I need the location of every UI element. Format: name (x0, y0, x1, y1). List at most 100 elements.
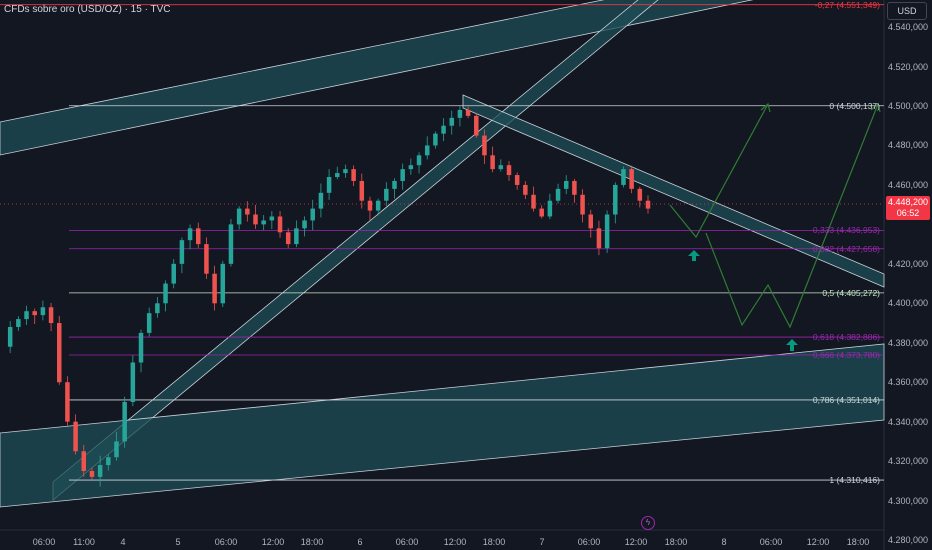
time-tick-label: 06:00 (759, 537, 783, 547)
bull-candle (563, 180, 569, 189)
projection-path-a[interactable] (669, 103, 769, 239)
price-tick-label: 4.520,000 (888, 61, 929, 72)
bull-candle (40, 307, 46, 316)
fib-level-label: 1 (4.310,416) (829, 475, 880, 486)
fib-level-label: 0,618 (4.382,886) (812, 332, 880, 343)
fib-level-label: 0,333 (4.436,953) (812, 225, 880, 236)
time-tick-label: 06:00 (395, 537, 419, 547)
bull-candle (220, 263, 226, 304)
time-tick-label: 06:00 (577, 537, 601, 547)
time-tick-label: 8 (721, 537, 727, 547)
bull-candle (555, 188, 561, 201)
bull-candle (424, 145, 430, 156)
bull-candle (122, 401, 127, 442)
current-price-tag: 4.448,200 06:52 (886, 196, 930, 220)
bull-candle (187, 228, 193, 241)
bear-candle (253, 214, 258, 225)
bull-candle (7, 326, 13, 347)
upper-channel[interactable] (0, 0, 800, 156)
bear-candle (73, 421, 78, 452)
price-tick-label: 4.280,000 (888, 535, 929, 546)
time-tick-label: 18:00 (300, 537, 324, 547)
bear-candle (204, 244, 209, 274)
bull-candle (269, 216, 275, 221)
bull-candle (392, 180, 397, 189)
bear-candle (277, 216, 283, 233)
bear-candle (637, 188, 643, 201)
up-arrow-icon (786, 339, 798, 351)
time-tick-label: 12:00 (806, 537, 830, 547)
bull-candle (24, 311, 29, 320)
bull-candle (613, 184, 618, 215)
projection-paths[interactable] (669, 102, 881, 329)
bear-candle (367, 200, 373, 211)
bull-candle (621, 169, 626, 185)
bear-candle (285, 232, 291, 245)
bear-candle (596, 228, 602, 249)
bull-candle (400, 169, 405, 181)
price-tick-label: 4.480,000 (888, 140, 929, 151)
bull-candle (114, 441, 119, 458)
symbol-title[interactable]: CFDs sobre oro (USD/OZ) · 15 · TVC (4, 4, 171, 15)
bull-candle (236, 208, 242, 225)
time-tick-label: 5 (175, 537, 181, 547)
bear-candle (32, 311, 37, 316)
descending-channel[interactable] (462, 94, 885, 288)
price-tick-label: 4.460,000 (888, 179, 929, 190)
bull-candle (498, 165, 504, 170)
price-tick-label: 4.420,000 (888, 258, 929, 269)
time-tick-label: 12:00 (261, 537, 285, 547)
fib-level-label: -0,27 (4.551,349) (814, 0, 880, 10)
bull-candle (335, 173, 340, 178)
channel-drawings[interactable] (0, 0, 885, 508)
fib-level-label: 0,786 (4.351,014) (812, 394, 880, 405)
bull-candle (138, 332, 144, 363)
fib-level-label: 0 (4.500,137) (829, 100, 880, 111)
bull-candle (433, 133, 438, 146)
up-arrow-icon (688, 250, 700, 261)
lower-channel[interactable] (0, 343, 885, 508)
bull-candle (130, 362, 136, 402)
time-tick-label: 18:00 (482, 537, 506, 547)
time-tick-label: 11:00 (73, 537, 95, 547)
bull-candle (310, 208, 315, 221)
price-tick-label: 4.540,000 (888, 22, 929, 33)
time-tick-label: 12:00 (443, 537, 467, 547)
bear-candle (48, 307, 54, 324)
time-tick-label: 12:00 (624, 537, 648, 547)
bear-candle (465, 109, 471, 116)
current-price-value: 4.448,200 (887, 197, 929, 207)
price-tick-label: 4.380,000 (888, 337, 929, 348)
bull-candle (261, 220, 266, 225)
price-tick-label: 4.400,000 (888, 298, 929, 309)
event-marker-icon[interactable]: ϟ (641, 516, 655, 530)
bull-candle (384, 188, 389, 201)
bull-candle (16, 319, 21, 327)
bull-candle (155, 303, 160, 314)
bull-candle (416, 155, 422, 166)
fib-level-label: 0,666 (4.373,780) (812, 350, 880, 361)
bear-candle (506, 165, 512, 176)
bear-candle (359, 180, 365, 201)
price-tick-label: 4.340,000 (888, 416, 929, 427)
price-tick-label: 4.320,000 (888, 456, 929, 467)
bear-candle (89, 471, 95, 477)
time-tick-label: 6 (357, 537, 363, 547)
bull-candle (375, 200, 381, 211)
bull-candle (294, 228, 299, 245)
projection-path-b[interactable] (705, 103, 879, 329)
bull-candle (106, 457, 111, 466)
time-tick-label: 18:00 (664, 537, 688, 547)
candlesticks (7, 106, 651, 487)
bull-candle (146, 313, 152, 333)
bull-candle (318, 192, 324, 209)
bull-candle (163, 283, 168, 304)
time-tick-label: 06:00 (214, 537, 238, 547)
currency-button[interactable]: USD (887, 2, 927, 20)
bull-candle (441, 125, 446, 134)
bear-candle (81, 451, 87, 472)
bear-candle (482, 135, 487, 156)
bear-candle (580, 194, 585, 215)
buy-arrows (688, 250, 798, 351)
